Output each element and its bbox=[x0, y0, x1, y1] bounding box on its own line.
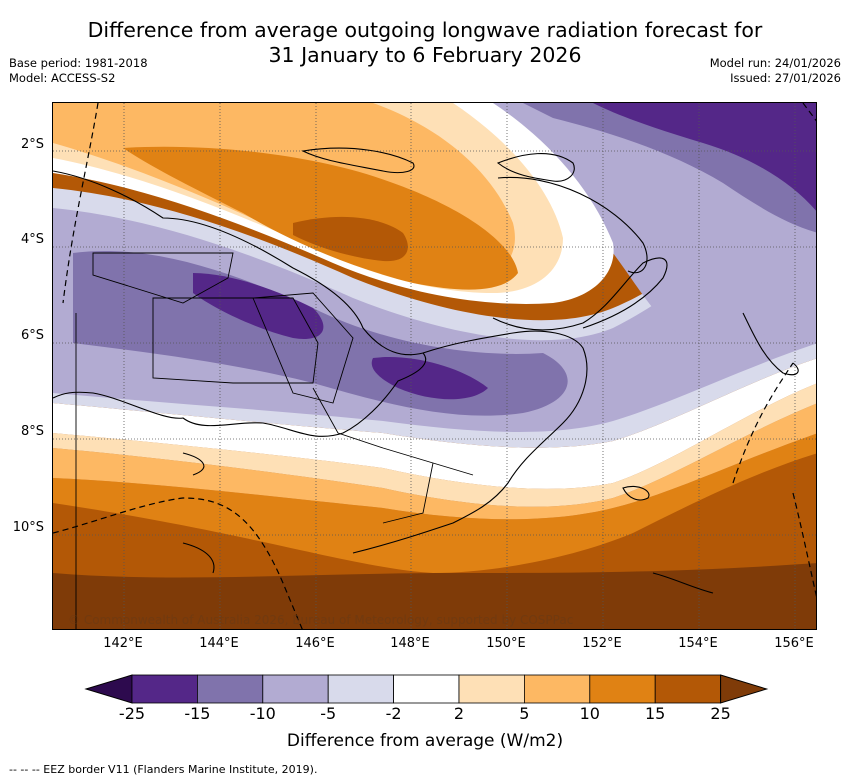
band-neg5-10 bbox=[53, 193, 816, 432]
colorbar-segment bbox=[327, 674, 395, 704]
colorbar-tick-label: 15 bbox=[645, 704, 666, 723]
anomaly-map bbox=[52, 102, 817, 630]
band-2-5-south bbox=[53, 383, 816, 507]
band-neutral-south bbox=[53, 358, 816, 489]
colorbar-segment bbox=[262, 674, 329, 704]
lon-label: 142°E bbox=[103, 636, 143, 651]
title-line-2: 31 January to 6 February 2026 bbox=[268, 43, 582, 67]
lon-label: 150°E bbox=[486, 636, 526, 651]
lat-label: 8°S bbox=[20, 424, 44, 439]
colorbar-tick-label: -5 bbox=[320, 704, 337, 723]
eez-footnote: -- -- -- EEZ border V11 (Flanders Marine… bbox=[9, 763, 318, 776]
graticule bbox=[53, 103, 816, 629]
band-neg15-25-a bbox=[193, 273, 324, 339]
colorbar-extend-high bbox=[720, 674, 769, 704]
lat-label: 10°S bbox=[12, 520, 44, 535]
colorbar-segment bbox=[196, 674, 264, 704]
lat-label: 2°S bbox=[20, 137, 44, 152]
band-ne-neg15 bbox=[593, 103, 816, 211]
model-run: Model run: 24/01/2026 bbox=[709, 56, 841, 70]
lon-label: 146°E bbox=[295, 636, 335, 651]
colorbar-extend-low bbox=[84, 674, 133, 704]
colorbar-segment bbox=[458, 674, 525, 704]
copyright-notice: © Commonwealth of Australia 2026, Bureau… bbox=[68, 613, 574, 627]
band-over-25 bbox=[53, 563, 816, 629]
borders bbox=[75, 252, 474, 629]
lat-label: 6°S bbox=[20, 328, 44, 343]
lon-label: 156°E bbox=[774, 636, 814, 651]
meta-left: Base period: 1981-2018 Model: ACCESS-S2 bbox=[9, 56, 148, 86]
colorbar-tick-label: -15 bbox=[184, 704, 211, 723]
colorbar-label: Difference from average (W/m2) bbox=[286, 731, 564, 751]
colorbar-tick-label: -2 bbox=[385, 704, 402, 723]
colorbar-tick-label: -25 bbox=[118, 704, 146, 723]
colorbar-segment bbox=[524, 674, 591, 704]
lon-label: 144°E bbox=[199, 636, 239, 651]
colorbar-segment bbox=[131, 674, 198, 704]
coastlines bbox=[53, 147, 799, 594]
title-line-1: Difference from average outgoing longwav… bbox=[87, 18, 763, 42]
colorbar-tick-label: 2 bbox=[453, 704, 465, 723]
meta-right: Model run: 24/01/2026 Issued: 27/01/2026 bbox=[710, 56, 841, 86]
issued-date: Issued: 27/01/2026 bbox=[730, 71, 841, 85]
colorbar-tick-label: 10 bbox=[579, 704, 600, 723]
chart-title: Difference from average outgoing longwav… bbox=[0, 18, 850, 68]
colorbar bbox=[84, 674, 769, 704]
lon-label: 154°E bbox=[678, 636, 718, 651]
map-svg bbox=[53, 103, 816, 629]
base-period: Base period: 1981-2018 bbox=[9, 56, 148, 70]
colorbar-tick-label: -10 bbox=[249, 704, 276, 723]
band-10-15 bbox=[53, 433, 816, 573]
lon-label: 148°E bbox=[390, 636, 430, 651]
band-north-15-25 bbox=[293, 216, 408, 262]
colorbar-segment bbox=[589, 674, 656, 704]
lon-label: 152°E bbox=[582, 636, 622, 651]
colorbar-segment bbox=[393, 674, 460, 704]
eez-border bbox=[53, 103, 816, 629]
model-name: Model: ACCESS-S2 bbox=[9, 71, 116, 85]
band-5-10 bbox=[53, 403, 816, 520]
colorbar-tick-label: 25 bbox=[710, 704, 731, 723]
colorbar-tick-label: 5 bbox=[519, 704, 530, 723]
band-neg15-25-b bbox=[371, 357, 488, 400]
lat-label: 4°S bbox=[20, 232, 44, 247]
colorbar-segment bbox=[654, 674, 722, 704]
